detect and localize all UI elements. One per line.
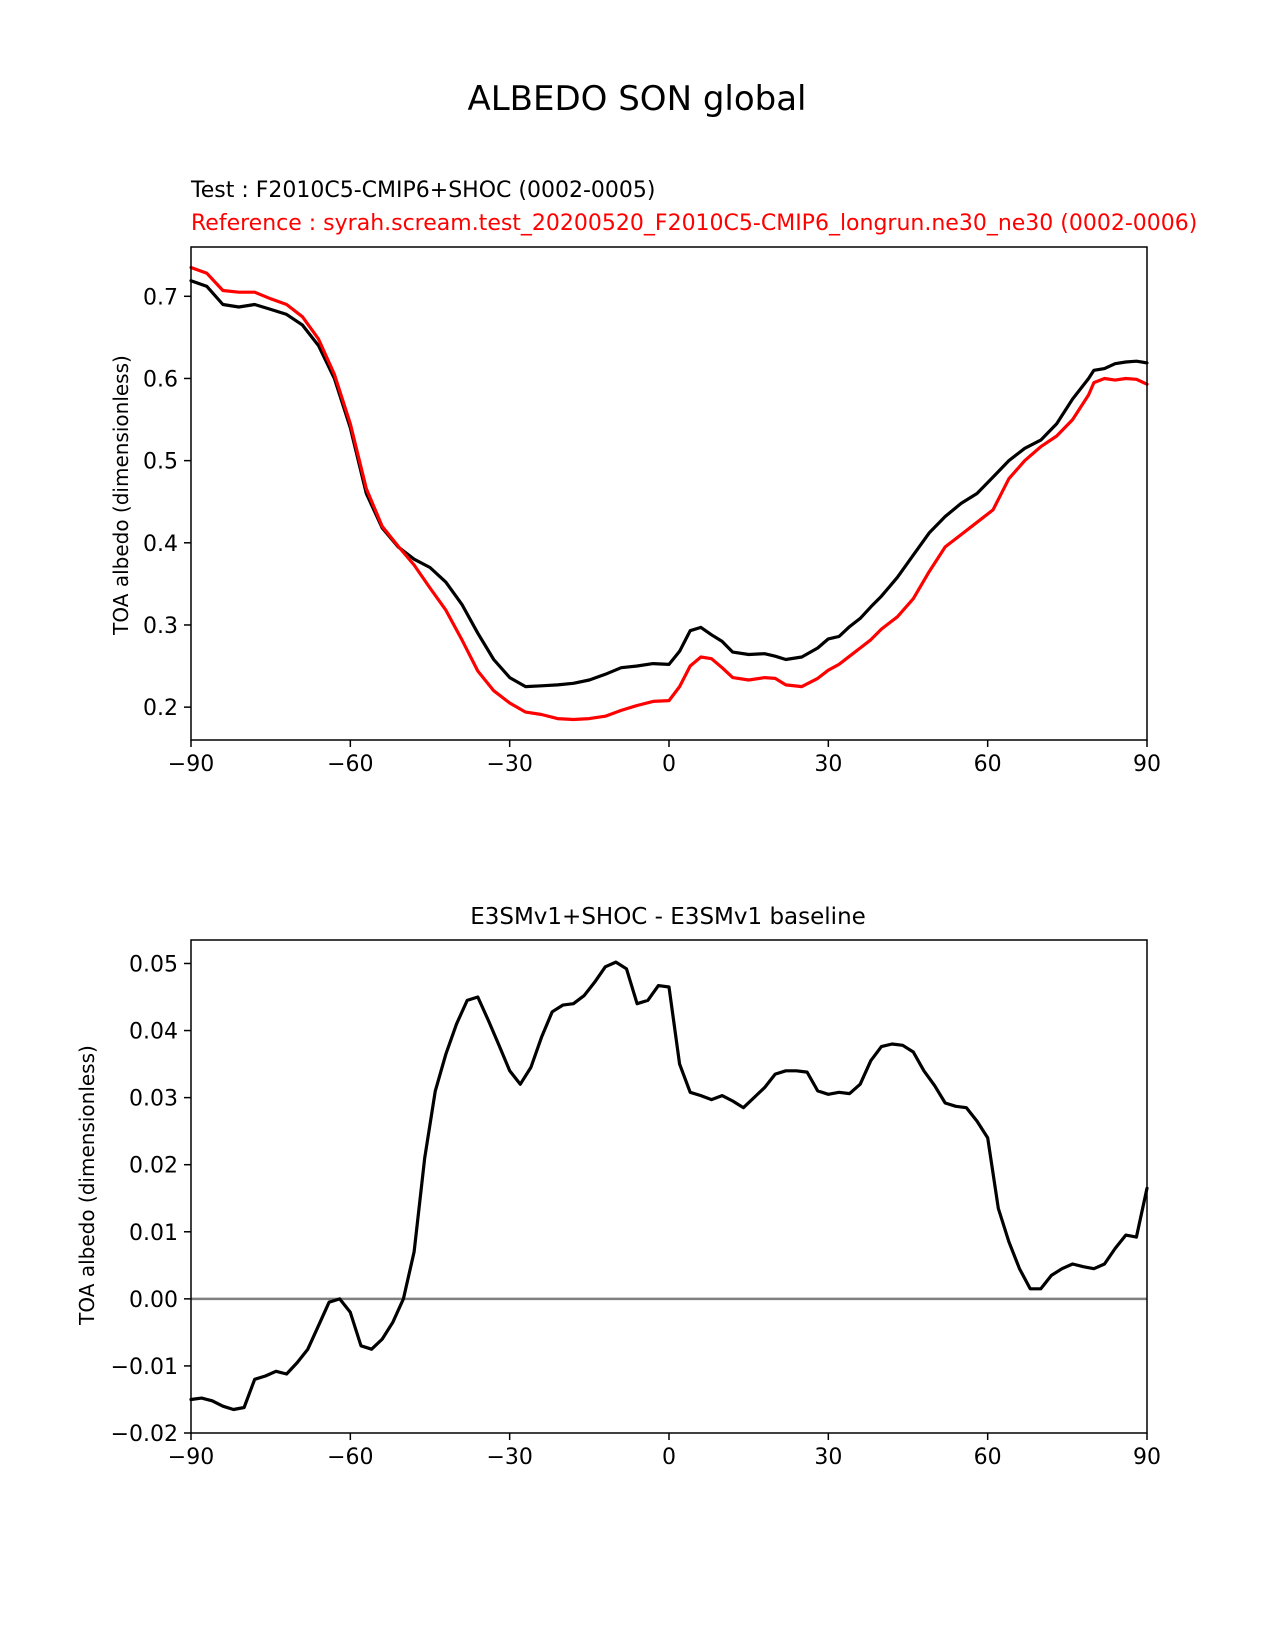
test-case-label: Test : F2010C5-CMIP6+SHOC (0002-0005) (190, 178, 655, 203)
bottom-axes-frame (190, 939, 1148, 1434)
bottom-x-tick-label: 0 (662, 1445, 676, 1470)
bottom-y-tick-label: −0.01 (111, 1355, 178, 1380)
top-x-tick-label: −30 (486, 752, 532, 777)
bottom-x-tick-label: 30 (814, 1445, 842, 1470)
top-y-tick-label: 0.3 (143, 614, 178, 639)
figure-title: ALBEDO SON global (467, 79, 806, 119)
top-x-tick-label: 90 (1133, 752, 1161, 777)
top-y-tick-label: 0.6 (143, 367, 178, 392)
top-y-tick-label: 0.4 (143, 532, 178, 557)
bottom-chart-title: E3SMv1+SHOC - E3SMv1 baseline (470, 904, 866, 930)
bottom-x-tick-label: −30 (486, 1445, 532, 1470)
top-y-tick-label: 0.5 (143, 450, 178, 475)
top-x-tick-label: 60 (974, 752, 1002, 777)
bottom-y-tick-label: 0.03 (129, 1087, 178, 1112)
bottom-y-tick-label: 0.04 (129, 1020, 178, 1045)
reference-case-label: Reference : syrah.scream.test_20200520_F… (191, 211, 1197, 236)
top-axes-frame (190, 246, 1148, 741)
top-chart-panel: Test : F2010C5-CMIP6+SHOC (0002-0005) Re… (109, 178, 1197, 777)
bottom-plot-area: −90 −60 −30 0 30 60 90 −0.02 −0.01 0.00 0.01 0.02 0.… (111, 939, 1161, 1470)
bottom-x-tick-label: 60 (974, 1445, 1002, 1470)
bottom-series-difference-line (189, 960, 1149, 1412)
top-plot-area: −90 −60 −30 0 30 60 90 0.2 0.3 0.4 0.5 0.6 0.7 (143, 246, 1161, 777)
bottom-x-tick-label: −60 (327, 1445, 373, 1470)
bottom-y-tick-label: 0.00 (129, 1288, 178, 1313)
bottom-x-tick-label: −90 (168, 1445, 214, 1470)
top-series-reference-line (189, 265, 1149, 722)
bottom-y-tick-label: 0.05 (129, 952, 178, 977)
top-y-tick-label: 0.7 (143, 285, 178, 310)
top-x-tick-label: −90 (168, 752, 214, 777)
top-x-tick-label: 30 (814, 752, 842, 777)
bottom-x-tick-label: 90 (1133, 1445, 1161, 1470)
top-series-test-line (189, 279, 1149, 689)
top-y-tick-label: 0.2 (143, 696, 178, 721)
top-x-tick-label: 0 (662, 752, 676, 777)
bottom-y-axis-label: TOA albedo (dimensionless) (75, 1045, 99, 1326)
bottom-y-tick-label: 0.01 (129, 1221, 178, 1246)
top-x-tick-label: −60 (327, 752, 373, 777)
bottom-y-tick-label: 0.02 (129, 1154, 178, 1179)
bottom-chart-panel: E3SMv1+SHOC - E3SMv1 baseline TOA albedo… (75, 904, 1161, 1470)
bottom-y-tick-label: −0.02 (111, 1422, 178, 1447)
top-y-axis-label: TOA albedo (dimensionless) (109, 355, 133, 636)
